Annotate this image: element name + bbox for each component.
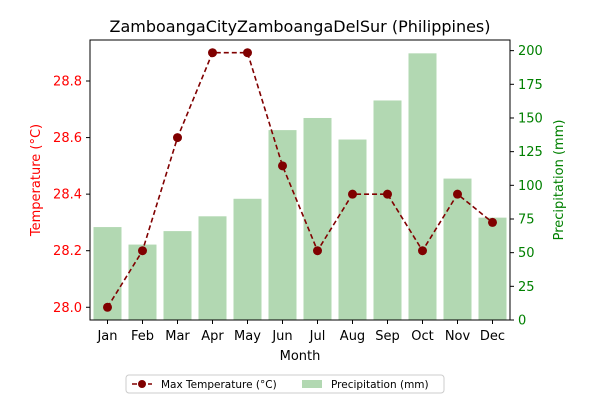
x-tick-label-aug: Aug xyxy=(340,329,365,344)
temperature-point-mar xyxy=(173,133,182,143)
temperature-point-apr xyxy=(208,48,217,58)
y-left-axis-label: Temperature (°C) xyxy=(29,124,44,237)
x-tick-label-feb: Feb xyxy=(131,329,154,344)
legend-label-temperature: Max Temperature (°C) xyxy=(161,379,277,391)
precipitation-bar-apr xyxy=(198,216,227,320)
legend: Max Temperature (°C) Precipitation (mm) xyxy=(125,374,445,394)
legend-label-precipitation: Precipitation (mm) xyxy=(331,379,429,391)
temperature-point-nov xyxy=(453,189,462,199)
x-tick-label-jan: Jan xyxy=(96,329,117,344)
temperature-point-sep xyxy=(383,189,392,199)
plot-frame xyxy=(89,39,511,321)
x-tick-label-nov: Nov xyxy=(445,329,471,344)
y-right-tick-label: 0 xyxy=(518,314,526,329)
precipitation-bar-feb xyxy=(128,244,157,320)
x-tick-label-jul: Jul xyxy=(309,329,326,344)
legend-box xyxy=(125,374,445,394)
x-tick-label-jun: Jun xyxy=(271,329,292,344)
y-left-tick-label: 28.4 xyxy=(53,188,82,203)
temperature-point-dec xyxy=(488,217,497,227)
x-tick-label-sep: Sep xyxy=(375,329,400,344)
precipitation-bar-oct xyxy=(408,53,437,320)
temperature-point-oct xyxy=(418,246,427,256)
x-tick-label-may: May xyxy=(234,329,261,344)
y-left-tick-label: 28.6 xyxy=(53,131,82,146)
y-right-tick-label: 175 xyxy=(518,78,543,93)
precipitation-bar-mar xyxy=(163,231,192,320)
temperature-point-aug xyxy=(348,189,357,199)
y-right-tick-label: 75 xyxy=(518,212,535,227)
y-left-tick-label: 28.2 xyxy=(53,244,82,259)
y-right-tick-label: 25 xyxy=(518,280,535,295)
y-right-axis-label: Precipitation (mm) xyxy=(552,120,567,241)
axes: Jan Feb Mar Apr May Jun Jul Aug Sep Oct Nov Dec 28.0… xyxy=(53,39,543,344)
y-right-tick-label: 150 xyxy=(518,111,543,126)
x-tick-label-oct: Oct xyxy=(411,329,433,344)
precipitation-bars xyxy=(93,53,507,321)
legend-bar-swatch xyxy=(302,380,322,388)
temperature-line xyxy=(103,48,497,312)
precipitation-bar-jul xyxy=(303,117,332,320)
x-tick-label-mar: Mar xyxy=(165,329,190,344)
precipitation-bar-aug xyxy=(338,139,367,320)
chart-title: ZamboangaCityZamboangaDelSur (Philippine… xyxy=(109,17,490,36)
precipitation-bar-nov xyxy=(443,178,472,320)
y-right-tick-label: 100 xyxy=(518,179,543,194)
temperature-point-may xyxy=(243,48,252,58)
temperature-point-feb xyxy=(138,246,147,256)
y-right-tick-label: 125 xyxy=(518,145,543,160)
x-tick-label-apr: Apr xyxy=(201,329,224,344)
x-axis-label: Month xyxy=(280,349,321,364)
y-right-tick-label: 50 xyxy=(518,246,535,261)
temperature-line-path xyxy=(106,51,494,308)
x-tick-label-dec: Dec xyxy=(480,329,505,344)
temperature-point-jul xyxy=(313,246,322,256)
y-right-tick-label: 200 xyxy=(518,44,543,59)
temperature-point-jun xyxy=(278,161,287,171)
y-left-tick-label: 28.0 xyxy=(53,301,82,316)
y-left-tick-label: 28.8 xyxy=(53,75,82,90)
legend-marker-swatch xyxy=(138,380,146,388)
precipitation-bar-dec xyxy=(478,217,507,320)
temperature-point-jan xyxy=(103,302,112,312)
precipitation-bar-jun xyxy=(268,130,297,320)
precipitation-bar-may xyxy=(233,198,262,320)
